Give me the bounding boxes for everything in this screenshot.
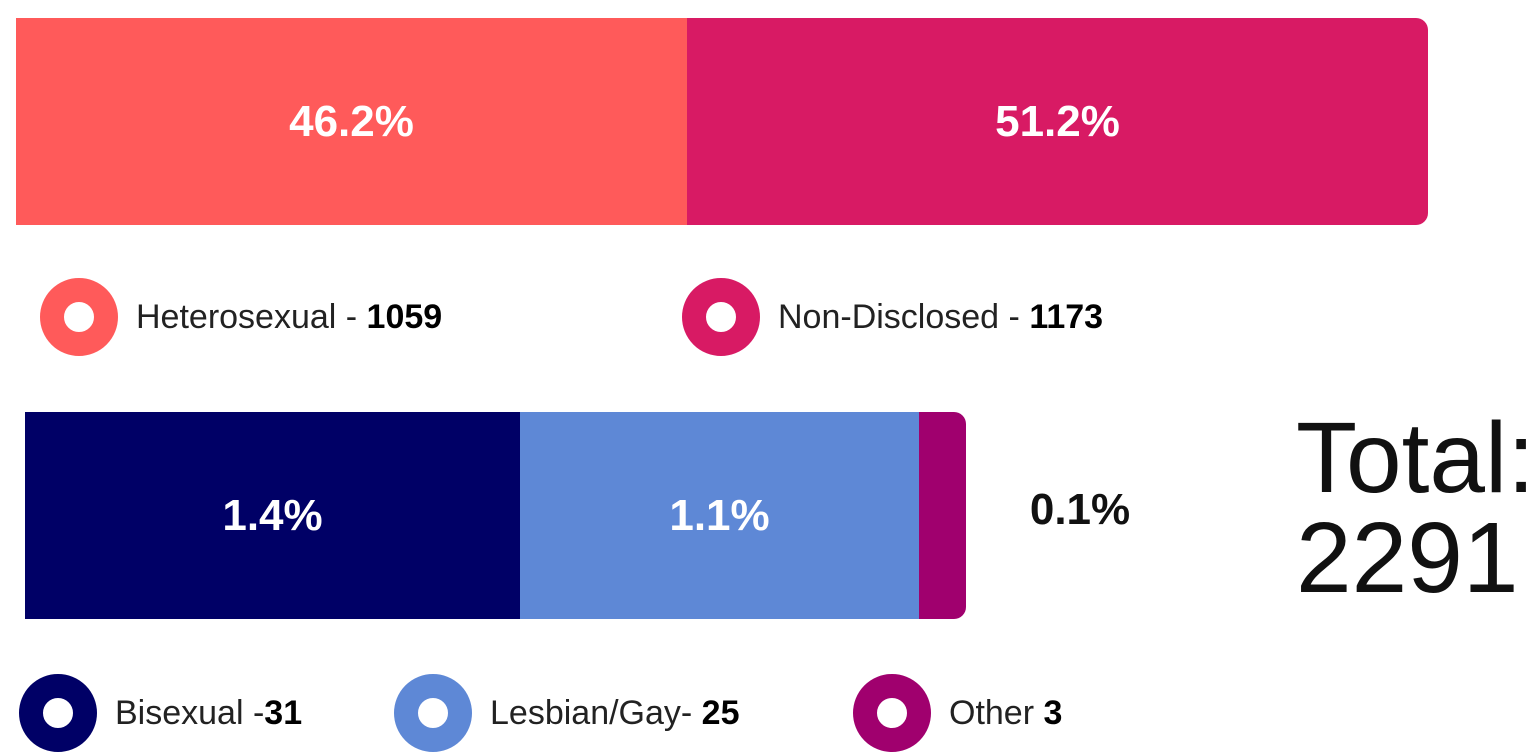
legend-count: 3	[1043, 693, 1063, 732]
legend-item: Heterosexual - 1059	[40, 278, 442, 356]
legend-count: 1173	[1029, 297, 1104, 336]
legend-ring	[682, 278, 760, 356]
segment-label: 0.1%	[1029, 485, 1131, 534]
legend-item: Other 3	[853, 674, 1062, 752]
bar-segment: 1.1%	[520, 412, 919, 619]
legend-ring	[853, 674, 931, 752]
legend-item: Non-Disclosed - 1173	[682, 278, 1103, 356]
segment-label: 46.2%	[289, 96, 414, 146]
legend-ring	[394, 674, 472, 752]
legend-name: Bisexual -	[115, 693, 265, 732]
legend-name: Non-Disclosed -	[778, 297, 1030, 336]
legend-name: Lesbian/Gay-	[490, 693, 702, 732]
segment-label: 1.1%	[669, 490, 770, 540]
bar-segment: 51.2%	[687, 18, 1428, 225]
bar-bottom: 1.4% 1.1%	[25, 412, 966, 619]
legend-ring	[19, 674, 97, 752]
bar-top: 46.2% 51.2%	[16, 18, 1428, 225]
legend-count: 25	[701, 693, 740, 732]
legend-item: Bisexual -31	[19, 674, 302, 752]
legend-item: Lesbian/Gay- 25	[394, 674, 740, 752]
legend-ring	[40, 278, 118, 356]
legend-count: 1059	[366, 297, 443, 336]
legend-count: 31	[264, 693, 303, 732]
bar-segment: 1.4%	[25, 412, 520, 619]
segment-label: 1.4%	[222, 490, 323, 540]
total-label: Total:	[1296, 402, 1532, 514]
legend-name: Heterosexual -	[136, 297, 367, 336]
bar-segment	[919, 412, 966, 619]
total-value: 2291	[1296, 502, 1519, 614]
bar-segment: 46.2%	[16, 18, 687, 225]
segment-label: 51.2%	[995, 96, 1120, 146]
legend-name: Other	[949, 693, 1044, 732]
